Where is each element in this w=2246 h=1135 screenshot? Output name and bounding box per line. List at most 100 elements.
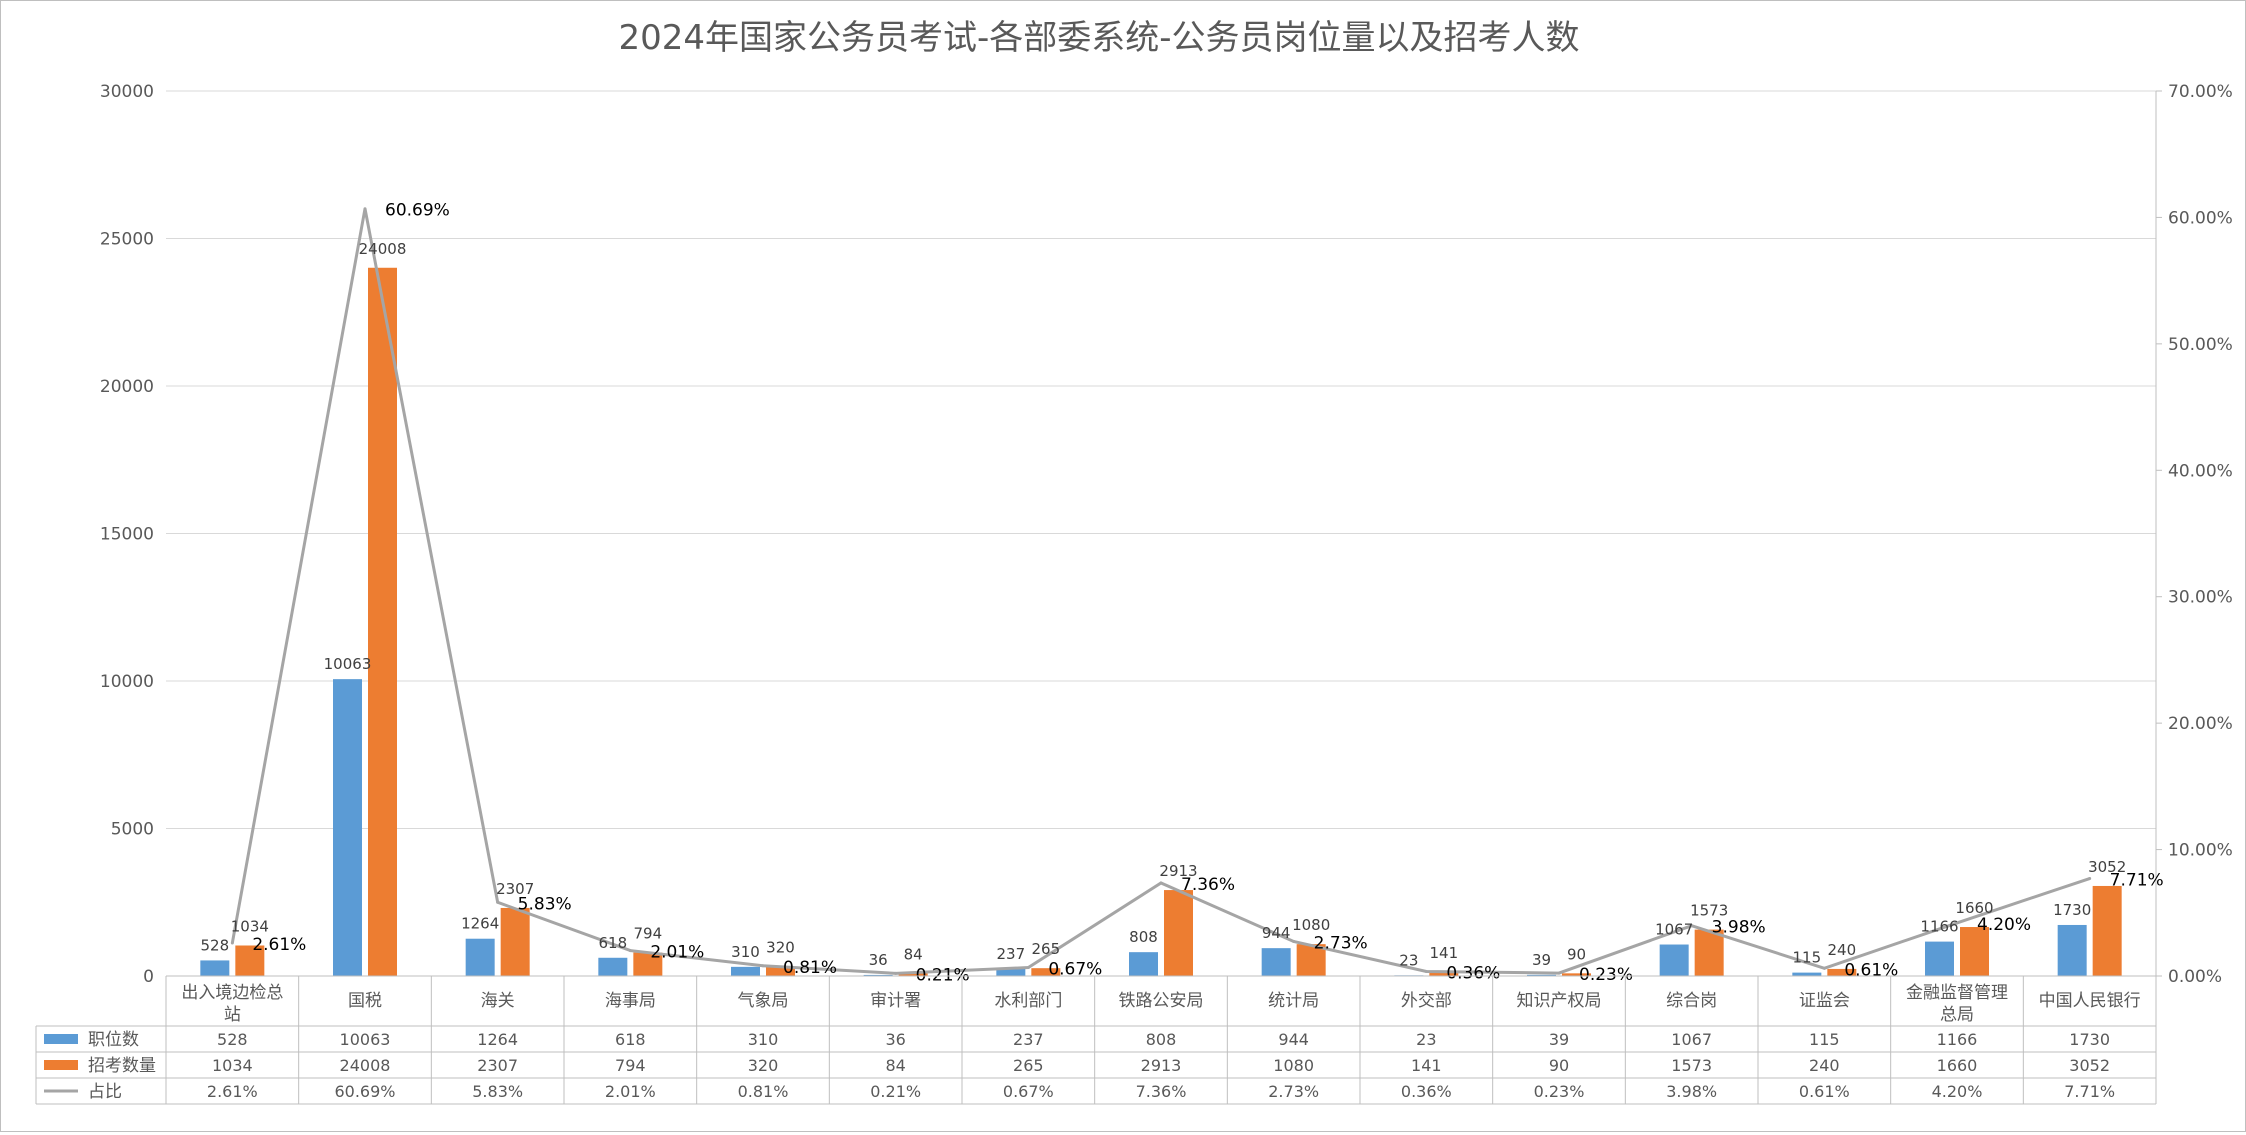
line-series-path [230,208,2091,975]
table-cell: 265 [1013,1056,1044,1075]
bar-职位数 [1792,972,1822,976]
legend-label: 占比 [88,1082,122,1102]
table-cell: 4.20% [1932,1082,1983,1101]
bar-职位数 [598,957,628,976]
left-tick-label: 10000 [100,672,154,692]
line-point [363,207,367,211]
bar-招考数量 [633,952,663,976]
table-cell: 2.61% [207,1082,258,1101]
bar-招考数量 [235,945,265,976]
bar-招考数量 [1296,944,1326,976]
table-cell: 7.71% [2064,1082,2115,1101]
line-data-label: 7.71% [2110,871,2164,891]
legend-label: 职位数 [88,1030,139,1050]
line-point [1159,881,1163,885]
table-cell: 2307 [477,1056,518,1075]
bar-data-label: 84 [904,946,923,964]
line-point [496,900,500,904]
table-cell: 944 [1278,1030,1309,1049]
category-label: 气象局 [738,991,789,1011]
bar-职位数 [1925,941,1954,976]
bar-data-label: 1034 [231,917,269,935]
table-cell: 5.83% [472,1082,523,1101]
bar-招考数量 [368,267,397,976]
line-point [761,964,765,968]
table-cell: 23 [1416,1030,1436,1049]
line-data-label: 0.21% [916,965,970,985]
table-cell: 0.61% [1799,1082,1850,1101]
table-cell: 240 [1809,1056,1840,1075]
line-point [2088,877,2092,881]
table-cell: 808 [1146,1030,1177,1049]
line-data-label: 2.73% [1314,933,1368,953]
category-label: 海事局 [605,991,656,1011]
line-data-label: 0.23% [1579,965,1633,985]
bar-data-label: 618 [599,934,628,952]
bar-data-label: 1573 [1690,902,1728,920]
bar-招考数量 [500,907,530,976]
right-tick-label: 0.00% [2168,967,2222,987]
gridlines [166,90,2156,977]
category-label: 外交部 [1401,991,1452,1011]
left-tick-label: 30000 [100,82,154,102]
line-data-label: 3.98% [1712,918,1766,938]
right-tick-label: 60.00% [2168,208,2233,228]
right-tick-label: 20.00% [2168,714,2233,734]
right-tick-label: 70.00% [2168,82,2233,102]
bar-职位数 [333,679,362,976]
bar-data-label: 39 [1532,951,1551,969]
line-data-label: 0.67% [1048,960,1102,980]
table-cell: 2.73% [1268,1082,1319,1101]
line-point [1026,966,1030,970]
category-label: 总局 [1940,1005,1974,1025]
line-point [1292,939,1296,943]
table-cell: 0.81% [738,1082,789,1101]
table-cell: 237 [1013,1030,1044,1049]
bar-data-label: 1264 [461,915,499,933]
table-cell: 90 [1549,1056,1569,1075]
bar-招考数量 [1960,927,1989,976]
table-cell: 0.36% [1401,1082,1452,1101]
table-cell: 310 [748,1030,779,1049]
category-label: 站 [224,1005,241,1025]
table-cell: 1067 [1671,1030,1712,1049]
right-tick-label: 30.00% [2168,588,2233,608]
ratio-line [230,207,2092,975]
line-point [628,949,632,953]
category-label: 海关 [481,991,515,1011]
bar-职位数 [731,966,760,976]
line-point [1955,921,1959,925]
bar-招考数量 [1031,968,1061,976]
line-data-label: 2.61% [252,935,306,955]
category-label: 铁路公安局 [1119,991,1204,1011]
bar-职位数 [2057,924,2087,976]
bar-职位数 [1129,952,1158,976]
bar-data-label: 2913 [1159,862,1197,880]
legend-label: 招考数量 [88,1056,156,1076]
table-cell: 2913 [1141,1056,1182,1075]
bar-招考数量 [1164,890,1193,976]
table-cell: 618 [615,1030,646,1049]
line-point [1822,966,1826,970]
bar-招考数量 [1562,973,1591,976]
bar-职位数 [863,974,893,976]
line-data-label: 0.61% [1844,960,1898,980]
bar-data-label: 90 [1567,945,1586,963]
bar-data-label: 3052 [2088,858,2126,876]
table-cell: 115 [1809,1030,1840,1049]
bar-data-label: 310 [731,943,760,961]
line-data-label: 2.01% [650,943,704,963]
bar-职位数 [465,938,495,976]
bar-data-label: 944 [1262,924,1291,942]
table-cell: 39 [1549,1030,1569,1049]
bar-data-label: 320 [766,939,795,957]
table-cell: 1573 [1671,1056,1712,1075]
line-point [894,971,898,975]
table-cell: 84 [885,1056,905,1075]
line-point [1690,924,1694,928]
table-cell: 1034 [212,1056,253,1075]
table-cell: 7.36% [1136,1082,1187,1101]
table-cell: 10063 [340,1030,391,1049]
